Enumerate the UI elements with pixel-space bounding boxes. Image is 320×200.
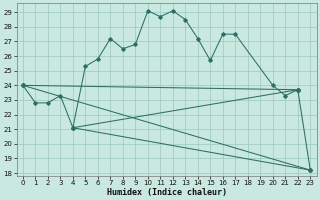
- X-axis label: Humidex (Indice chaleur): Humidex (Indice chaleur): [107, 188, 227, 197]
